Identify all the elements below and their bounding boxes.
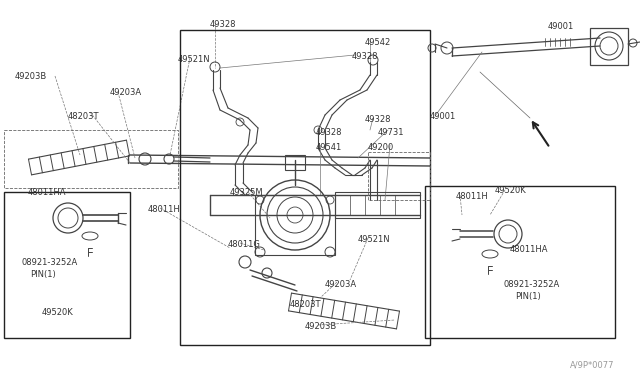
Text: 49203B: 49203B xyxy=(15,72,47,81)
Bar xyxy=(590,28,628,65)
Text: 49001: 49001 xyxy=(430,112,456,121)
Bar xyxy=(425,186,615,338)
Bar xyxy=(180,30,430,345)
Text: 49203B: 49203B xyxy=(305,322,337,331)
Text: 49328: 49328 xyxy=(210,20,237,29)
Text: 48203T: 48203T xyxy=(68,112,99,121)
Text: 49200: 49200 xyxy=(368,143,394,152)
Text: PIN(1): PIN(1) xyxy=(515,292,541,301)
Text: 49520K: 49520K xyxy=(42,308,74,317)
Text: 49328: 49328 xyxy=(316,128,342,137)
Bar xyxy=(368,152,430,200)
Text: 49731: 49731 xyxy=(378,128,404,137)
Text: 49328: 49328 xyxy=(365,115,392,124)
Text: A/9P*0077: A/9P*0077 xyxy=(570,360,614,369)
Text: 48203T: 48203T xyxy=(290,300,321,309)
Text: 48011HA: 48011HA xyxy=(510,245,548,254)
Bar xyxy=(285,155,305,170)
Text: 49328: 49328 xyxy=(352,52,378,61)
Text: 49520K: 49520K xyxy=(495,186,527,195)
Text: 49001: 49001 xyxy=(548,22,574,31)
Bar xyxy=(4,192,130,338)
Text: 49325M: 49325M xyxy=(230,188,264,197)
Text: 48011HA: 48011HA xyxy=(28,188,67,197)
Text: PIN(1): PIN(1) xyxy=(30,270,56,279)
Bar xyxy=(4,130,178,188)
Text: 48011H: 48011H xyxy=(148,205,180,214)
Text: 49541: 49541 xyxy=(316,143,342,152)
Text: 49521N: 49521N xyxy=(178,55,211,64)
Text: 48011G: 48011G xyxy=(228,240,261,249)
Text: 49203A: 49203A xyxy=(325,280,357,289)
Text: 48011H: 48011H xyxy=(456,192,489,201)
Text: 08921-3252A: 08921-3252A xyxy=(22,258,78,267)
Bar xyxy=(255,195,335,255)
Bar xyxy=(335,192,420,218)
Text: 08921-3252A: 08921-3252A xyxy=(503,280,559,289)
Text: 49203A: 49203A xyxy=(110,88,142,97)
Text: 49521N: 49521N xyxy=(358,235,390,244)
Text: 49542: 49542 xyxy=(365,38,391,47)
